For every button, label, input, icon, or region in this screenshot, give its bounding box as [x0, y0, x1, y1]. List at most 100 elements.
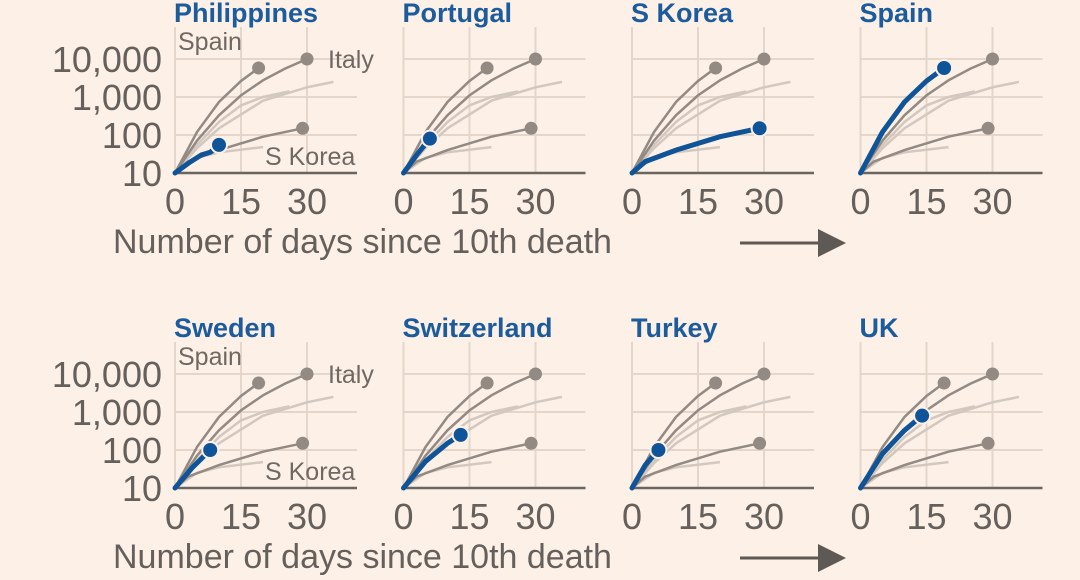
reference-end-marker-italy: [986, 367, 999, 381]
y-tick-label: 10: [122, 468, 162, 509]
reference-end-marker-spain: [480, 376, 494, 390]
reference-end-marker-italy: [300, 52, 314, 66]
reference-end-marker-italy: [757, 52, 771, 66]
reference-line-other: [631, 90, 747, 174]
panel-title: Switzerland: [403, 313, 553, 343]
highlight-end-marker: [913, 406, 932, 425]
highlight-end-marker: [201, 441, 220, 459]
reference-line-spain: [173, 66, 260, 174]
x-tick-label: 15: [906, 181, 946, 222]
annotation-s-korea: S Korea: [265, 458, 355, 486]
panel-title: Spain: [860, 0, 934, 28]
highlight-end-marker: [750, 119, 769, 138]
highlight-end-marker: [935, 58, 954, 77]
reference-line-other: [631, 395, 791, 489]
x-tick-label: 15: [221, 181, 261, 222]
reference-end-marker-s-korea: [524, 436, 538, 450]
reference-line-other: [174, 90, 290, 174]
highlight-line: [401, 432, 464, 491]
reference-line-s-korea: [859, 442, 989, 489]
x-tick-label: 30: [287, 496, 327, 537]
reference-line-italy: [859, 57, 993, 174]
reference-line-s-korea: [631, 442, 760, 489]
reference-line-other: [859, 90, 976, 174]
reference-end-marker-s-korea: [296, 121, 310, 135]
reference-end-marker-italy: [529, 52, 542, 66]
annotation-s-korea: S Korea: [265, 143, 355, 171]
highlight-line: [629, 125, 763, 176]
reference-end-marker-s-korea: [296, 436, 310, 450]
y-tick-label: 1,000: [72, 392, 162, 433]
x-axis-label: Number of days since 10th death: [113, 223, 612, 261]
reference-line-other: [859, 80, 1020, 174]
reference-end-marker-s-korea: [981, 436, 995, 450]
reference-line-other: [631, 405, 747, 489]
reference-line-other: [859, 395, 1020, 489]
x-tick-label: 30: [744, 181, 784, 222]
x-axis-label: Number of days since 10th death: [113, 538, 612, 576]
highlight-end-marker: [649, 441, 668, 459]
y-tick-label: 100: [102, 115, 162, 156]
reference-line-other: [631, 80, 791, 174]
panel-spain: Spain 0 15 30: [850, 0, 1043, 222]
reference-end-marker-italy: [300, 367, 314, 381]
x-tick-label: 30: [287, 181, 327, 222]
panel-s-korea: S Korea 0 15 30: [622, 0, 814, 222]
x-tick-label: 15: [449, 181, 489, 222]
arrow-right-icon: [818, 544, 846, 572]
annotation-spain: Spain: [178, 343, 242, 371]
arrow-right-icon: [818, 229, 846, 257]
reference-end-marker-spain: [709, 376, 723, 390]
x-tick-label: 30: [972, 496, 1012, 537]
x-tick-label: 0: [622, 181, 642, 222]
reference-line-spain: [173, 381, 260, 489]
panel-title: Portugal: [403, 0, 513, 28]
reference-end-marker-s-korea: [524, 121, 538, 135]
y-tick-label: 10,000: [52, 39, 162, 80]
reference-end-marker-spain: [252, 376, 266, 390]
x-tick-label: 30: [972, 181, 1012, 222]
reference-end-marker-spain: [480, 61, 494, 75]
reference-end-marker-spain: [252, 61, 266, 75]
panel-title: S Korea: [631, 0, 734, 28]
annotation-spain: Spain: [178, 28, 242, 56]
reference-end-marker-spain: [937, 376, 951, 390]
panel-title: Turkey: [631, 313, 718, 343]
panel-uk: UK 0 15 30: [850, 313, 1043, 537]
x-tick-label: 15: [221, 496, 261, 537]
reference-line-italy: [402, 372, 536, 489]
x-tick-label: 0: [850, 496, 870, 537]
reference-line-s-korea: [859, 127, 989, 174]
reference-line-other: [174, 80, 334, 174]
reference-end-marker-s-korea: [981, 121, 995, 135]
reference-line-other: [402, 80, 563, 174]
x-tick-label: 15: [678, 181, 718, 222]
highlight-line: [858, 65, 947, 176]
y-tick-label: 10,000: [52, 354, 162, 395]
x-tick-label: 0: [165, 181, 185, 222]
x-tick-label: 15: [906, 496, 946, 537]
reference-line-spain: [630, 66, 717, 174]
panel-switzerland: Switzerland 0 15 30: [393, 313, 586, 537]
panel-title: UK: [860, 313, 899, 343]
reference-line-other: [859, 405, 976, 489]
reference-line-s-korea: [402, 127, 532, 174]
reference-end-marker-italy: [757, 367, 771, 381]
reference-line-italy: [173, 372, 308, 489]
panel-title: Philippines: [174, 0, 318, 28]
x-tick-label: 0: [393, 496, 413, 537]
x-tick-label: 0: [165, 496, 185, 537]
highlight-end-marker: [210, 135, 228, 154]
reference-end-marker-spain: [709, 61, 723, 75]
reference-end-marker-italy: [986, 52, 999, 66]
highlight-end-marker: [420, 129, 439, 148]
reference-line-italy: [630, 57, 765, 174]
reference-line-spain: [402, 66, 488, 174]
y-tick-label: 1,000: [72, 77, 162, 118]
highlight-end-marker: [451, 425, 470, 444]
annotation-italy: Italy: [328, 46, 374, 74]
x-tick-label: 0: [393, 181, 413, 222]
y-tick-label: 10: [122, 153, 162, 194]
